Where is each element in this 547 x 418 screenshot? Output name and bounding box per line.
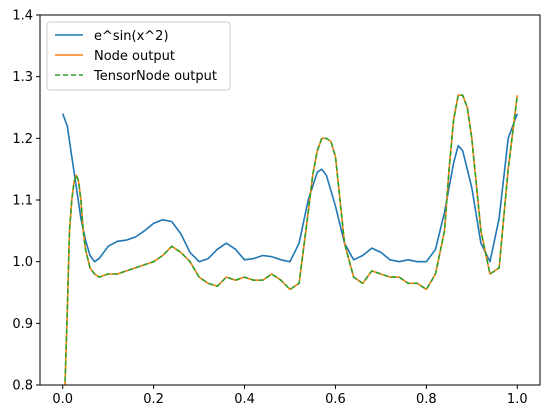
legend-label-3: TensorNode output [93, 69, 217, 84]
x-tick-label: 0.0 [52, 392, 73, 407]
x-tick-label: 0.2 [143, 392, 164, 407]
legend: e^sin(x^2) Node output TensorNode output [47, 22, 230, 90]
legend-label-1: e^sin(x^2) [94, 29, 169, 44]
y-tick-label: 0.9 [12, 317, 33, 332]
y-tick-label: 1.1 [12, 194, 33, 209]
x-tick-label: 1.0 [507, 392, 528, 407]
y-tick-label: 1.2 [12, 132, 33, 147]
x-tick-label: 0.8 [416, 392, 437, 407]
x-tick-label: 0.6 [325, 392, 346, 407]
y-tick-label: 1.4 [12, 9, 33, 24]
y-tick-label: 0.8 [12, 379, 33, 394]
y-tick-label: 1.0 [12, 255, 33, 270]
legend-label-2: Node output [94, 49, 175, 64]
y-tick-label: 1.3 [12, 70, 33, 85]
x-tick-label: 0.4 [234, 392, 255, 407]
